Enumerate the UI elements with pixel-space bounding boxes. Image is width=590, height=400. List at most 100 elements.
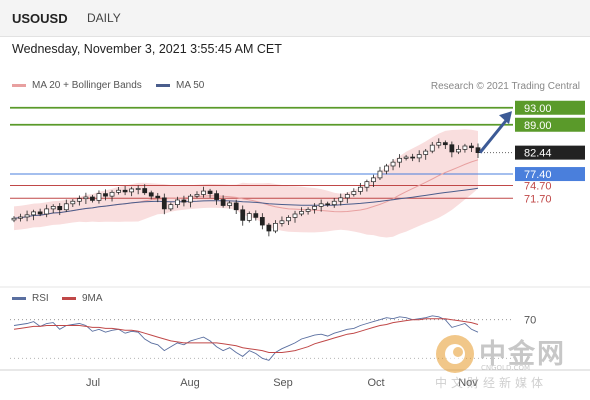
chart-header: USOUSD DAILY: [0, 0, 590, 37]
candle: [188, 194, 193, 208]
watermark: 中金网 CNGOLD.COM 中文财经新媒体: [431, 330, 581, 400]
candle-body: [429, 144, 435, 152]
candle: [148, 190, 154, 200]
legend-label-9ma: 9MA: [82, 293, 103, 304]
level-label-box-2: [515, 145, 585, 160]
candle-body: [305, 208, 311, 212]
legend-9ma: 9MA: [62, 293, 103, 304]
candle-body: [462, 145, 468, 150]
level-label-box-1: [515, 117, 585, 132]
candle: [18, 213, 23, 222]
x-tick-label-1: Aug: [180, 377, 200, 389]
candle-body: [259, 217, 265, 226]
candle: [299, 207, 304, 217]
candle: [338, 193, 344, 206]
datetime-label: Wednesday, November 3, 2021 3:55:45 AM C…: [12, 42, 282, 56]
candle: [292, 210, 298, 223]
candle-body: [70, 200, 76, 205]
rsi-level-label-0: 70: [524, 315, 536, 327]
candle: [142, 184, 148, 195]
candle-body: [390, 161, 396, 167]
candle-body: [122, 189, 128, 193]
candle: [384, 163, 389, 175]
candle-body: [240, 209, 246, 221]
watermark-logo-icon: [436, 335, 474, 373]
candle: [207, 188, 213, 198]
candle: [201, 186, 206, 198]
candle-body: [50, 206, 56, 210]
candle-body: [423, 150, 429, 155]
watermark-name: 中金网: [479, 339, 566, 370]
candle: [24, 210, 30, 222]
candle: [246, 211, 252, 223]
candle-body: [246, 213, 252, 221]
candle-body: [37, 211, 43, 215]
projection-arrow-head: [499, 111, 512, 125]
candle: [312, 203, 317, 214]
candle-body: [18, 216, 23, 219]
candle-body: [214, 193, 219, 200]
candle-body: [286, 217, 291, 222]
candle-body: [338, 197, 344, 202]
candle-body: [155, 195, 161, 199]
watermark-slogan: 中文财经新媒体: [435, 376, 548, 390]
candle-body: [253, 213, 259, 218]
candle: [429, 141, 435, 154]
legend-ma20: MA 20 + Bollinger Bands: [12, 80, 142, 91]
candle: [233, 199, 239, 214]
candle: [449, 141, 455, 158]
candle: [456, 145, 461, 155]
candle-body: [109, 191, 115, 197]
x-tick-label-3: Oct: [367, 377, 384, 389]
legend-ma50: MA 50: [156, 80, 204, 91]
candle-body: [142, 188, 148, 194]
candle-body: [299, 211, 304, 215]
candle: [109, 190, 115, 202]
level-label-2: 82.44: [524, 148, 552, 160]
legend-swatch-rsi: [12, 297, 26, 300]
candle: [175, 196, 180, 208]
candle: [103, 189, 108, 201]
legend-label-rsi: RSI: [32, 293, 49, 304]
candle-body: [96, 193, 102, 201]
level-label-box-3: [515, 167, 585, 182]
copyright-label: Research © 2021 Trading Central: [430, 81, 580, 92]
candle-body: [129, 188, 135, 193]
candle: [475, 143, 481, 158]
candle-body: [442, 142, 448, 146]
timeframe-label[interactable]: DAILY: [87, 11, 121, 25]
bollinger-band: [14, 129, 478, 238]
level-label-4: 74.70: [524, 181, 552, 193]
candle: [90, 194, 95, 203]
candle: [11, 216, 17, 223]
candle-body: [292, 213, 298, 218]
candle: [37, 208, 43, 217]
candle: [331, 198, 337, 208]
candle-body: [90, 196, 95, 201]
candle-body: [318, 203, 324, 207]
candle: [168, 202, 174, 212]
candle-body: [116, 189, 121, 193]
candle: [403, 154, 409, 161]
candle: [155, 192, 161, 203]
ma50-line: [13, 187, 479, 219]
candle-body: [168, 204, 174, 210]
candle-body: [449, 144, 455, 153]
legend-swatch-ma50: [156, 84, 170, 87]
candle-body: [416, 154, 422, 159]
rsi-line: [13, 315, 479, 361]
legend-label-ma50: MA 50: [176, 80, 205, 91]
candle-body: [194, 194, 200, 197]
candle: [442, 140, 448, 149]
candle: [44, 204, 50, 218]
candle: [325, 201, 331, 207]
candle-body: [331, 200, 337, 205]
candle: [377, 166, 383, 180]
candle-body: [161, 197, 167, 210]
candle: [135, 185, 141, 195]
candle-body: [44, 208, 50, 215]
candle: [63, 199, 69, 212]
candle: [286, 215, 291, 226]
candle-body: [76, 198, 82, 202]
